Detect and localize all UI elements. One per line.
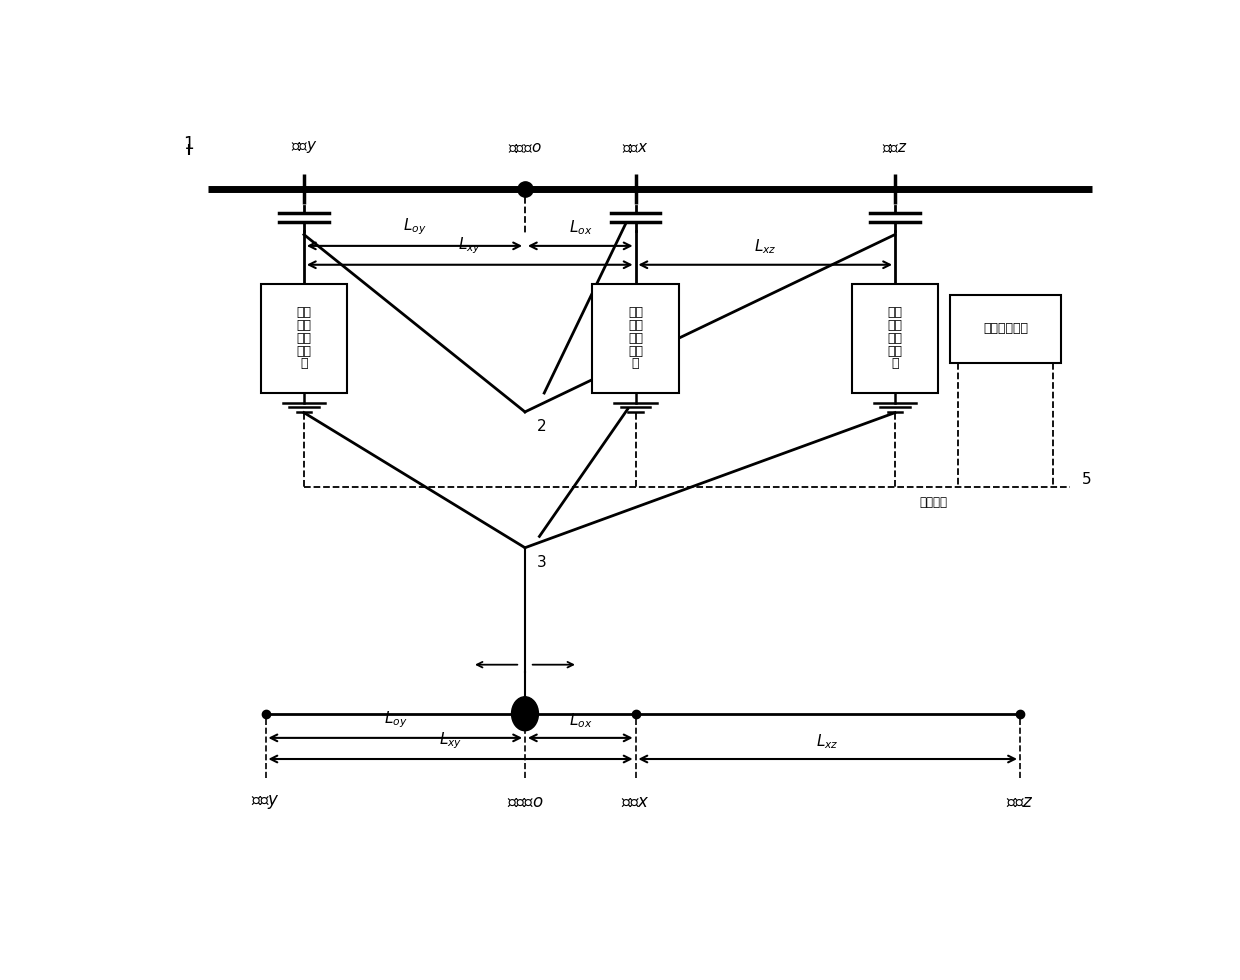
Text: $L_{xz}$: $L_{xz}$ xyxy=(754,237,776,256)
Text: 信号传输: 信号传输 xyxy=(919,497,947,510)
Text: 局部: 局部 xyxy=(627,306,644,319)
Text: 器: 器 xyxy=(892,358,899,370)
Text: $L_{xz}$: $L_{xz}$ xyxy=(816,732,839,751)
Text: 放电: 放电 xyxy=(296,319,311,332)
Bar xyxy=(260,283,347,393)
Text: 器: 器 xyxy=(300,358,308,370)
Text: 传感: 传感 xyxy=(888,345,903,358)
Text: 局部: 局部 xyxy=(296,306,311,319)
Text: 故障定位装置: 故障定位装置 xyxy=(983,322,1028,335)
Text: 故障点$o$: 故障点$o$ xyxy=(507,793,543,811)
Text: 2: 2 xyxy=(537,419,546,434)
Text: 检测: 检测 xyxy=(627,332,644,345)
Text: 5: 5 xyxy=(1081,472,1091,487)
Text: 局部: 局部 xyxy=(888,306,903,319)
Text: 位置$x$: 位置$x$ xyxy=(621,793,650,811)
Text: 放电: 放电 xyxy=(627,319,644,332)
Text: 位置$y$: 位置$y$ xyxy=(290,139,317,155)
Text: $L_{xy}$: $L_{xy}$ xyxy=(458,235,481,256)
Text: 1: 1 xyxy=(184,135,193,153)
Text: $L_{ox}$: $L_{ox}$ xyxy=(569,219,591,237)
Text: 故障点$o$: 故障点$o$ xyxy=(508,140,542,155)
Text: 3: 3 xyxy=(537,556,547,570)
Text: 检测: 检测 xyxy=(888,332,903,345)
Text: 传感: 传感 xyxy=(627,345,644,358)
Text: $L_{oy}$: $L_{oy}$ xyxy=(383,709,407,729)
Text: 器: 器 xyxy=(631,358,640,370)
Bar xyxy=(852,283,939,393)
Text: $L_{xy}$: $L_{xy}$ xyxy=(439,730,463,751)
Text: 放电: 放电 xyxy=(888,319,903,332)
Bar xyxy=(593,283,678,393)
Ellipse shape xyxy=(512,697,538,731)
Bar xyxy=(950,295,1060,363)
Text: 位置$z$: 位置$z$ xyxy=(1006,793,1034,811)
Text: $L_{ox}$: $L_{ox}$ xyxy=(569,710,591,729)
Text: 位置$y$: 位置$y$ xyxy=(250,793,280,811)
Text: 位置$x$: 位置$x$ xyxy=(622,140,649,155)
Text: $L_{oy}$: $L_{oy}$ xyxy=(403,217,427,237)
Text: 位置$z$: 位置$z$ xyxy=(882,140,908,155)
Text: 传感: 传感 xyxy=(296,345,311,358)
Text: 检测: 检测 xyxy=(296,332,311,345)
